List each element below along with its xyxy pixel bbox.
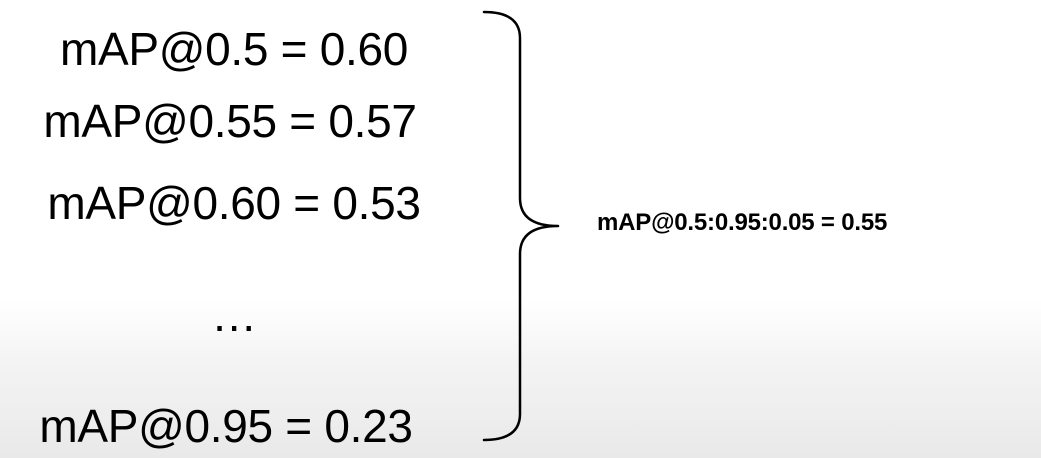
equation-map-060: mAP@0.60 = 0.53 xyxy=(47,177,421,229)
brace-path xyxy=(482,10,560,442)
summary-map-range: mAP@0.5:0.95:0.05 = 0.55 xyxy=(597,209,888,236)
equation-map-095: mAP@0.95 = 0.23 xyxy=(39,400,413,452)
equation-map-050: mAP@0.5 = 0.60 xyxy=(59,23,409,75)
right-brace-icon xyxy=(482,10,560,442)
equation-map-055: mAP@0.55 = 0.57 xyxy=(43,95,417,147)
equation-ellipsis: … xyxy=(211,289,257,341)
